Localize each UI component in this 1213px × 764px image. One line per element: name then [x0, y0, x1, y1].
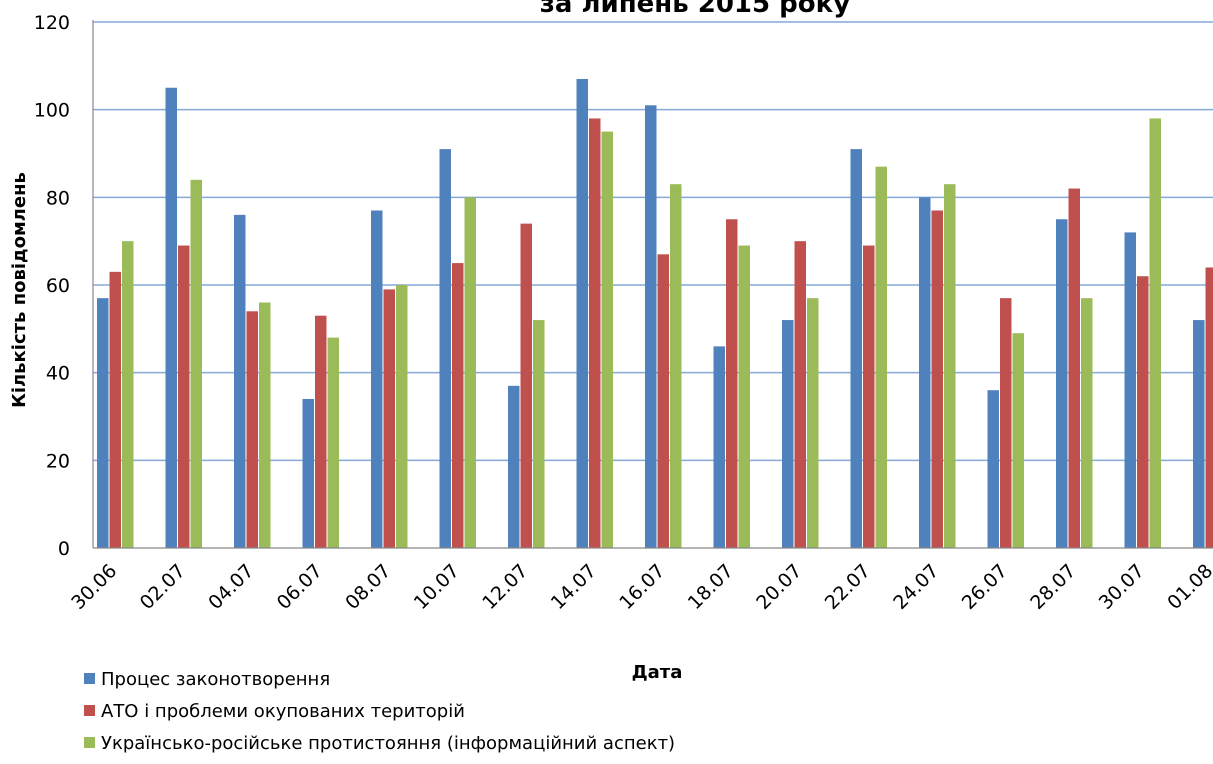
x-tick-label: 08.07 — [341, 560, 395, 614]
bar-series-3-12.07 — [533, 320, 545, 548]
x-tick-label: 24.07 — [889, 560, 943, 614]
legend-swatch — [84, 673, 95, 684]
x-tick-label: 02.07 — [136, 560, 190, 614]
bar-series-3-28.07 — [1081, 298, 1093, 548]
legend: Процес законотворення АТО і проблеми окуп… — [84, 669, 675, 754]
bars — [97, 79, 1213, 548]
bar-series-2-24.07 — [932, 210, 944, 548]
y-tick-label: 0 — [58, 538, 70, 560]
x-tick-label: 16.07 — [615, 560, 669, 614]
bar-series-3-14.07 — [602, 132, 614, 548]
bar-series-1-16.07 — [645, 105, 657, 548]
x-tick-label: 01.08 — [1163, 560, 1213, 614]
y-tick-label: 80 — [46, 187, 70, 209]
bar-series-2-20.07 — [795, 241, 807, 548]
legend-swatch — [84, 705, 95, 716]
x-tick-label: 22.07 — [821, 560, 875, 614]
x-tick-label: 06.07 — [273, 560, 327, 614]
bar-series-3-20.07 — [807, 298, 819, 548]
x-axis-title: Дата — [632, 662, 683, 683]
bar-series-2-06.07 — [315, 316, 327, 548]
tick-labels: 0 20 40 60 80 100 120 30.06 02.07 04.07 06.07 08.07… — [34, 12, 1213, 614]
bar-series-3-06.07 — [328, 338, 340, 548]
bar-series-1-30.06 — [97, 298, 109, 548]
x-tick-label: 10.07 — [410, 560, 464, 614]
x-tick-label: 12.07 — [478, 560, 532, 614]
legend-swatch — [84, 737, 95, 748]
bar-series-1-04.07 — [234, 215, 246, 548]
y-tick-label: 60 — [46, 275, 70, 297]
bar-series-1-20.07 — [782, 320, 794, 548]
y-tick-label: 40 — [46, 363, 70, 385]
bar-series-2-04.07 — [247, 311, 259, 548]
x-tick-label: 18.07 — [684, 560, 738, 614]
bar-series-3-30.07 — [1150, 118, 1162, 548]
bar-series-2-12.07 — [521, 224, 533, 548]
chart-title: за липень 2015 року — [540, 0, 851, 19]
bar-series-2-26.07 — [1000, 298, 1012, 548]
bar-series-2-16.07 — [658, 254, 670, 548]
bar-series-1-28.07 — [1056, 219, 1068, 548]
bar-series-2-28.07 — [1069, 189, 1081, 548]
bar-series-1-12.07 — [508, 386, 520, 548]
bar-series-1-22.07 — [851, 149, 863, 548]
bar-series-1-08.07 — [371, 210, 383, 548]
bar-series-1-18.07 — [714, 346, 726, 548]
y-tick-label: 20 — [46, 450, 70, 472]
bar-series-1-02.07 — [166, 88, 178, 548]
bar-series-2-02.07 — [178, 246, 190, 548]
bar-series-3-26.07 — [1013, 333, 1025, 548]
bar-series-3-16.07 — [670, 184, 682, 548]
bar-series-2-10.07 — [452, 263, 464, 548]
bar-series-1-14.07 — [577, 79, 589, 548]
bar-series-1-01.08 — [1193, 320, 1205, 548]
bar-series-3-24.07 — [944, 184, 956, 548]
bar-series-2-22.07 — [863, 246, 875, 548]
legend-label: АТО і проблеми окупованих територій — [101, 701, 465, 722]
legend-label: Українсько-російське протистояння (інфор… — [101, 733, 675, 754]
bar-series-3-02.07 — [191, 180, 203, 548]
y-tick-label: 120 — [34, 12, 70, 34]
x-tick-label: 04.07 — [204, 560, 258, 614]
bar-series-2-30.06 — [110, 272, 122, 548]
bar-series-2-30.07 — [1137, 276, 1149, 548]
bar-series-3-18.07 — [739, 246, 751, 548]
bar-series-1-26.07 — [988, 390, 1000, 548]
bar-series-1-24.07 — [919, 197, 931, 548]
x-tick-label: 26.07 — [958, 560, 1012, 614]
bar-series-3-30.06 — [122, 241, 134, 548]
y-axis-title: Кількість повідомлень — [9, 172, 30, 408]
x-tick-label: 28.07 — [1026, 560, 1080, 614]
bar-series-1-30.07 — [1125, 232, 1137, 548]
bar-series-3-22.07 — [876, 167, 888, 548]
x-tick-label: 30.06 — [67, 560, 121, 614]
legend-label: Процес законотворення — [101, 669, 330, 690]
bar-series-2-08.07 — [384, 289, 396, 548]
bar-series-3-10.07 — [465, 197, 477, 548]
x-tick-label: 30.07 — [1095, 560, 1149, 614]
bar-series-3-08.07 — [396, 285, 408, 548]
bar-series-1-10.07 — [440, 149, 452, 548]
bar-series-3-04.07 — [259, 303, 271, 548]
bar-series-2-18.07 — [726, 219, 738, 548]
x-tick-label: 20.07 — [752, 560, 806, 614]
x-tick-label: 14.07 — [547, 560, 601, 614]
bar-series-1-06.07 — [303, 399, 315, 548]
bar-series-2-01.08 — [1206, 267, 1213, 548]
bar-series-2-14.07 — [589, 118, 601, 548]
y-tick-label: 100 — [34, 100, 70, 122]
